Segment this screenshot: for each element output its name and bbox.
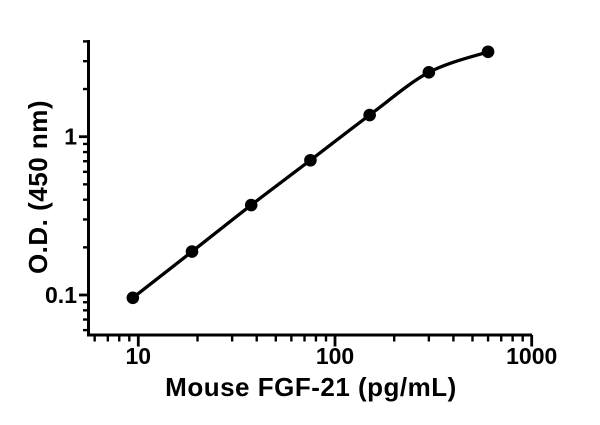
fit-curve <box>131 50 490 300</box>
data-point-marker <box>126 291 140 305</box>
data-point-marker <box>304 153 317 167</box>
x-axis-title: Mouse FGF-21 (pg/mL) <box>165 372 457 402</box>
data-point-marker <box>244 198 258 212</box>
data-point-marker <box>185 245 199 258</box>
data-points <box>126 45 495 305</box>
y-axis-title: O.D. (450 nm) <box>23 100 53 274</box>
data-point-marker <box>422 66 436 79</box>
data-point-marker <box>363 108 376 122</box>
axes <box>87 40 532 337</box>
x-tick-label: 1000 <box>506 343 557 369</box>
x-tick-label: 10 <box>126 343 152 369</box>
standard-curve-line <box>131 50 490 300</box>
tick-labels: 10 100 1000 0.1 1 <box>45 124 557 369</box>
y-tick-label: 1 <box>64 124 77 150</box>
data-point-marker <box>481 45 495 59</box>
axis-ticks <box>79 40 534 347</box>
x-tick-label: 100 <box>316 343 354 369</box>
y-tick-label: 0.1 <box>45 282 77 308</box>
